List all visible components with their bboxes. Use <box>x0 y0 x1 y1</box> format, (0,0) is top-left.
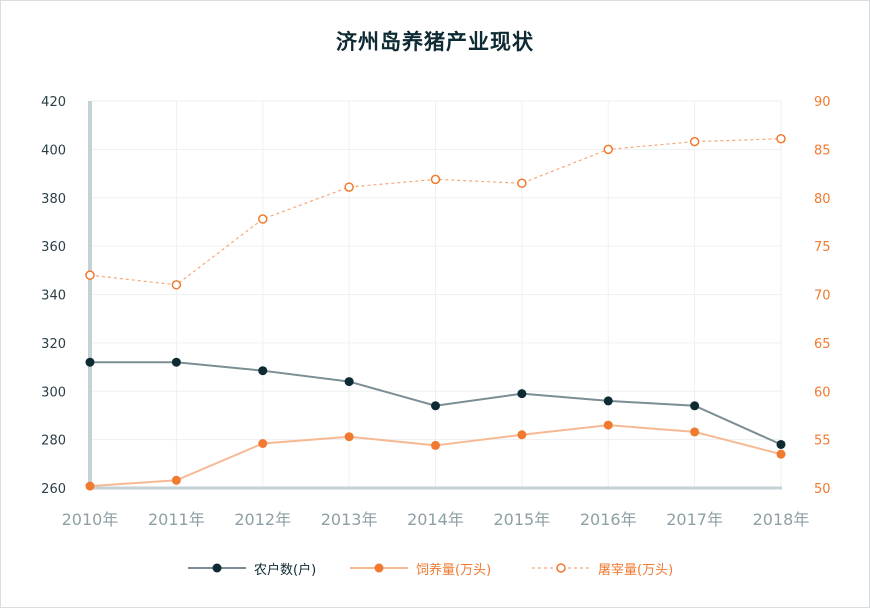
legend-item-breeding: 饲养量(万头) <box>350 556 491 580</box>
legend-item-households: 农户数(户) <box>188 556 316 580</box>
data-point <box>171 357 181 367</box>
right-tick-label: 80 <box>814 192 831 207</box>
data-point <box>344 182 354 192</box>
data-point <box>258 214 268 224</box>
left-tick-label: 360 <box>41 240 66 255</box>
x-axis-ticks: 2010年 2011年 2012年 2013年 2014年 2015年 2016年 2017年… <box>62 510 810 529</box>
right-tick-label: 85 <box>814 143 831 158</box>
data-point <box>517 178 527 188</box>
data-point <box>690 401 700 411</box>
data-point <box>603 144 613 155</box>
data-point <box>258 438 268 448</box>
data-point <box>431 440 440 450</box>
data-point <box>603 420 613 430</box>
data-point <box>690 427 700 437</box>
data-point <box>430 174 441 185</box>
x-tick-label: 2016年 <box>580 510 637 529</box>
left-axis-ticks: 260 280 300 320 340 360 380 400 420 <box>41 95 66 497</box>
right-tick-label: 70 <box>814 289 831 304</box>
chart-title: 济州岛养猪产业现状 <box>336 30 534 54</box>
series-group <box>85 133 786 491</box>
right-tick-label: 90 <box>814 95 831 110</box>
data-point <box>517 430 527 440</box>
data-point <box>85 357 95 367</box>
left-tick-label: 340 <box>41 289 66 304</box>
legend-label-slaughter: 屠宰量(万头) <box>598 562 674 578</box>
data-point <box>689 136 700 147</box>
series-1 <box>85 357 786 449</box>
right-axis-ticks: 50 55 60 65 70 75 80 85 90 <box>814 95 831 497</box>
data-point <box>258 366 268 376</box>
series-3 <box>85 133 786 290</box>
legend-marker-slaughter <box>532 563 590 573</box>
right-tick-label: 55 <box>814 434 831 449</box>
x-tick-label: 2012年 <box>234 510 291 529</box>
legend-marker-breeding <box>350 563 408 573</box>
x-tick-label: 2015年 <box>494 510 551 529</box>
data-point <box>85 270 95 280</box>
x-tick-label: 2017年 <box>666 510 723 529</box>
legend-label-households: 农户数(户) <box>254 562 317 578</box>
right-tick-label: 60 <box>814 385 831 400</box>
x-tick-label: 2013年 <box>321 510 378 529</box>
legend-label-breeding: 饲养量(万头) <box>416 562 492 578</box>
left-tick-label: 400 <box>41 143 66 158</box>
left-tick-label: 300 <box>41 385 66 400</box>
legend-marker-households <box>188 563 246 573</box>
legend-item-slaughter: 屠宰量(万头) <box>532 556 673 580</box>
right-tick-label: 50 <box>814 482 831 497</box>
data-point <box>344 377 354 387</box>
series-2 <box>85 420 786 491</box>
data-point <box>776 439 786 449</box>
right-tick-label: 65 <box>814 337 831 352</box>
data-point <box>171 475 181 485</box>
left-tick-label: 260 <box>41 482 66 497</box>
x-tick-label: 2018年 <box>753 510 810 529</box>
left-tick-label: 280 <box>41 434 66 449</box>
legend: 农户数(户) 饲养量(万头) 屠宰量(万头) <box>0 556 870 580</box>
chart-canvas: 260 280 300 320 340 360 380 400 420 50 55 60 65 70 75… <box>41 95 831 529</box>
data-point <box>171 280 182 290</box>
x-tick-label: 2014年 <box>407 510 464 529</box>
x-tick-label: 2010年 <box>62 510 119 529</box>
left-tick-label: 320 <box>41 337 66 352</box>
data-point <box>85 481 95 491</box>
data-point <box>431 401 440 411</box>
grid-lines <box>90 100 782 489</box>
data-point <box>344 432 354 442</box>
data-point <box>603 396 613 406</box>
data-point <box>776 449 786 459</box>
x-tick-label: 2011年 <box>148 510 205 529</box>
left-tick-label: 420 <box>41 95 66 110</box>
axes <box>88 101 782 490</box>
data-point <box>517 389 527 399</box>
right-tick-label: 75 <box>814 240 831 255</box>
left-tick-label: 380 <box>41 192 66 207</box>
data-point <box>776 133 786 144</box>
